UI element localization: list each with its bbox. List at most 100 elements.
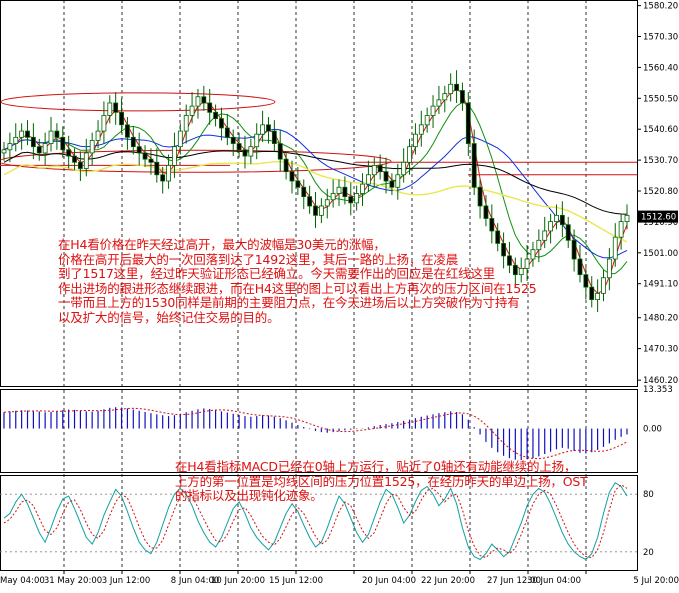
candle-body-47 xyxy=(277,143,283,160)
candle-body-14 xyxy=(83,152,89,169)
candle-body-30 xyxy=(177,130,183,148)
ellipse-zone-lower xyxy=(0,149,392,173)
price-panel xyxy=(0,70,637,313)
time-tick-label-9: 30 Jun 04:00 xyxy=(527,576,581,586)
candle-body-16 xyxy=(95,130,101,141)
candle-body-69 xyxy=(407,146,412,163)
macd-annotation: 在H4看指标MACD已经在0轴上方运行，贴近了0轴还有动能继续的上扬， 上方的第… xyxy=(175,459,588,504)
candle-body-67 xyxy=(395,174,401,188)
candle-body-6 xyxy=(36,146,42,154)
candle-body-9 xyxy=(54,130,60,138)
candle-body-37 xyxy=(219,118,224,129)
candle-body-62 xyxy=(365,174,371,185)
candle-body-88 xyxy=(518,268,524,276)
candle-body-106 xyxy=(624,214,630,222)
moving-average-1 xyxy=(3,101,628,275)
time-tick-label-1: 31 May 20:00 xyxy=(44,576,102,586)
candle-body-24 xyxy=(142,152,148,160)
candle-body-92 xyxy=(542,230,548,241)
time-tick-label-2: 3 Jun 12:00 xyxy=(102,576,151,586)
candle-body-91 xyxy=(536,239,542,251)
price-tick-label-12: 1460.20 xyxy=(643,376,678,386)
candle-body-74 xyxy=(436,99,442,107)
candle-body-2 xyxy=(13,136,19,144)
candle-body-89 xyxy=(524,258,530,269)
candle-body-101 xyxy=(595,292,601,301)
candle-body-10 xyxy=(60,136,66,151)
candle-body-12 xyxy=(72,155,77,163)
candle-body-13 xyxy=(78,161,83,169)
candle-body-76 xyxy=(448,83,454,95)
macd-tick-label-1: 0.00 xyxy=(643,425,662,435)
candle-body-42 xyxy=(248,146,254,157)
candle-body-65 xyxy=(383,171,389,182)
candle-body-0 xyxy=(1,149,7,154)
candle-body-45 xyxy=(266,124,271,132)
candle-body-66 xyxy=(389,180,395,188)
candle-body-39 xyxy=(230,136,236,144)
stoch-signal-line xyxy=(3,483,628,559)
price-tick-label-1: 1570.30 xyxy=(643,33,678,43)
time-tick-label-7: 22 Jun 20:00 xyxy=(421,576,475,586)
candle-body-86 xyxy=(507,255,512,266)
ellipse-zone-upper xyxy=(0,92,276,112)
time-tick-label-0: May 04:00 xyxy=(0,576,45,586)
candle-body-53 xyxy=(313,205,318,216)
candle-body-105 xyxy=(618,221,624,238)
candle-body-84 xyxy=(495,230,501,244)
candle-body-73 xyxy=(430,105,436,116)
candle-body-32 xyxy=(189,105,195,116)
candle-body-85 xyxy=(501,243,506,257)
candle-body-59 xyxy=(348,196,354,204)
candle-body-63 xyxy=(371,165,377,176)
candle-body-38 xyxy=(224,127,230,138)
price-tick-label-11: 1470.30 xyxy=(643,345,678,355)
candle-body-15 xyxy=(89,140,95,154)
candle-body-21 xyxy=(125,124,130,138)
candle-body-75 xyxy=(442,93,448,101)
candle-body-5 xyxy=(30,136,36,148)
price-tick-label-6: 1520.80 xyxy=(643,187,678,197)
candle-body-57 xyxy=(336,186,342,194)
grid xyxy=(0,0,638,571)
candle-body-7 xyxy=(42,143,48,154)
price-tick-label-10: 1480.20 xyxy=(643,314,678,324)
candle-body-28 xyxy=(166,165,171,182)
candle-body-87 xyxy=(512,264,518,276)
candle-body-95 xyxy=(559,214,565,226)
candle-body-50 xyxy=(295,180,301,188)
last-price-box xyxy=(638,210,678,223)
price-annotation: 在H4看价格在昨天经过高开，最大的波幅是30美元的涨幅， 价格在高开后最大的一次… xyxy=(58,237,537,325)
candle-body-96 xyxy=(565,224,571,241)
price-tick-label-9: 1491.10 xyxy=(643,280,678,290)
candle-body-26 xyxy=(154,161,160,176)
time-tick-label-4: 10 Jun 20:00 xyxy=(211,576,265,586)
panel-frame-0 xyxy=(0,0,638,387)
candle-body-98 xyxy=(577,258,583,276)
candle-body-40 xyxy=(236,143,242,151)
macd-tick-label-0: 13.353 xyxy=(643,385,673,395)
candle-body-71 xyxy=(418,124,424,135)
candle-body-11 xyxy=(66,149,72,157)
stoch-main-line xyxy=(3,482,628,561)
panel-frame-2 xyxy=(0,475,638,571)
candle-body-44 xyxy=(260,124,266,135)
candle-body-77 xyxy=(454,83,459,91)
candle-body-52 xyxy=(307,196,313,207)
candle-body-23 xyxy=(136,146,142,154)
candle-body-18 xyxy=(107,102,113,116)
candle-body-22 xyxy=(130,136,136,148)
stoch-tick-label-0: 80 xyxy=(643,490,654,500)
candle-body-3 xyxy=(19,130,25,138)
stochastic-panel xyxy=(0,482,637,561)
price-tick-label-2: 1560.40 xyxy=(643,63,678,73)
price-tick-label-8: 1501.00 xyxy=(643,249,678,259)
candle-body-83 xyxy=(489,218,495,232)
candle-body-72 xyxy=(424,115,430,126)
price-tick-label-7: 1510.90 xyxy=(643,218,678,228)
candle-body-31 xyxy=(183,115,189,132)
time-tick-label-8: 27 Jun 12:00 xyxy=(487,576,541,586)
candle-body-102 xyxy=(601,277,606,294)
